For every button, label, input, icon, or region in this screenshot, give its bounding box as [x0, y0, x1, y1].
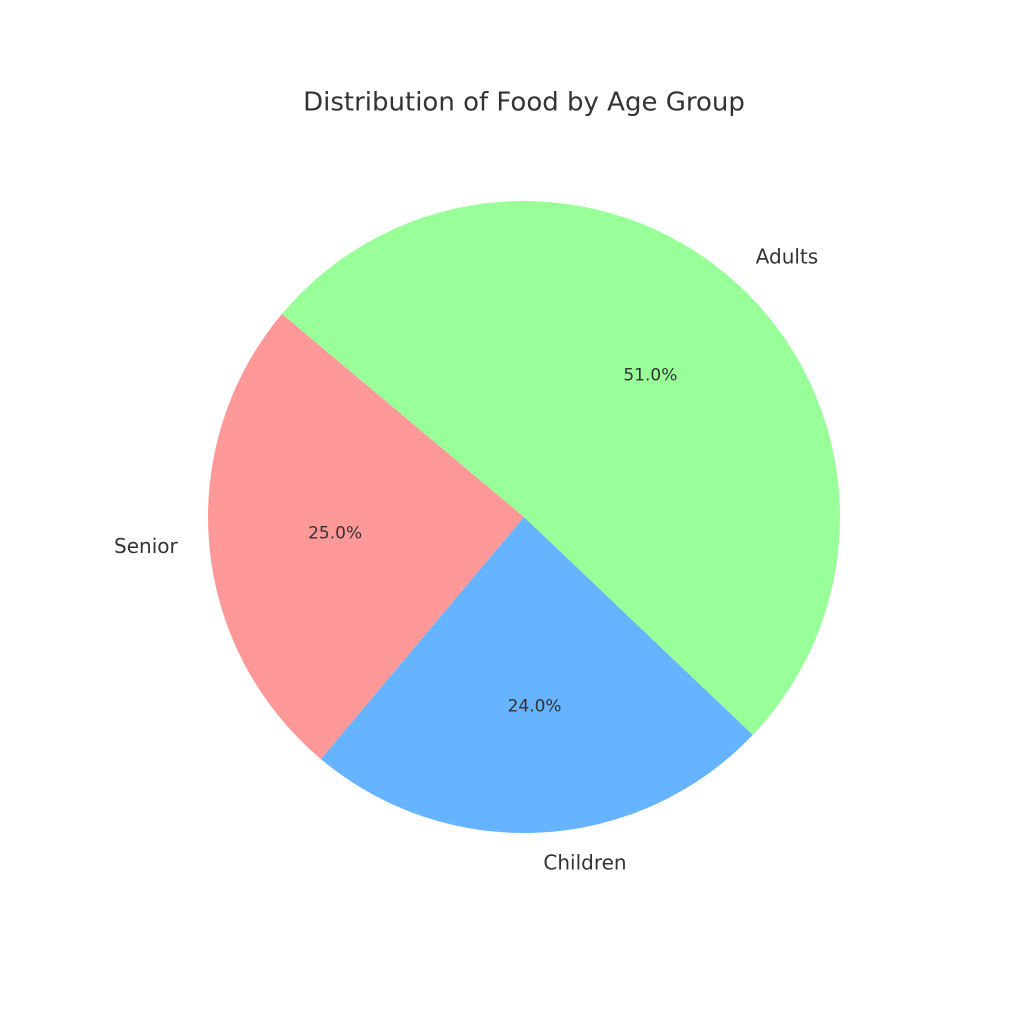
value-label: 25.0%: [308, 524, 362, 544]
slice-label: Adults: [756, 244, 819, 268]
pie-slice: [208, 313, 524, 760]
chart-title: Distribution of Food by Age Group: [303, 88, 745, 118]
value-label: 51.0%: [623, 366, 677, 386]
slice-label: Senior: [114, 534, 178, 558]
pie-slice: [281, 201, 840, 735]
value-label: 24.0%: [508, 696, 562, 716]
slice-label: Children: [543, 851, 626, 875]
pie-slice: [320, 517, 753, 834]
